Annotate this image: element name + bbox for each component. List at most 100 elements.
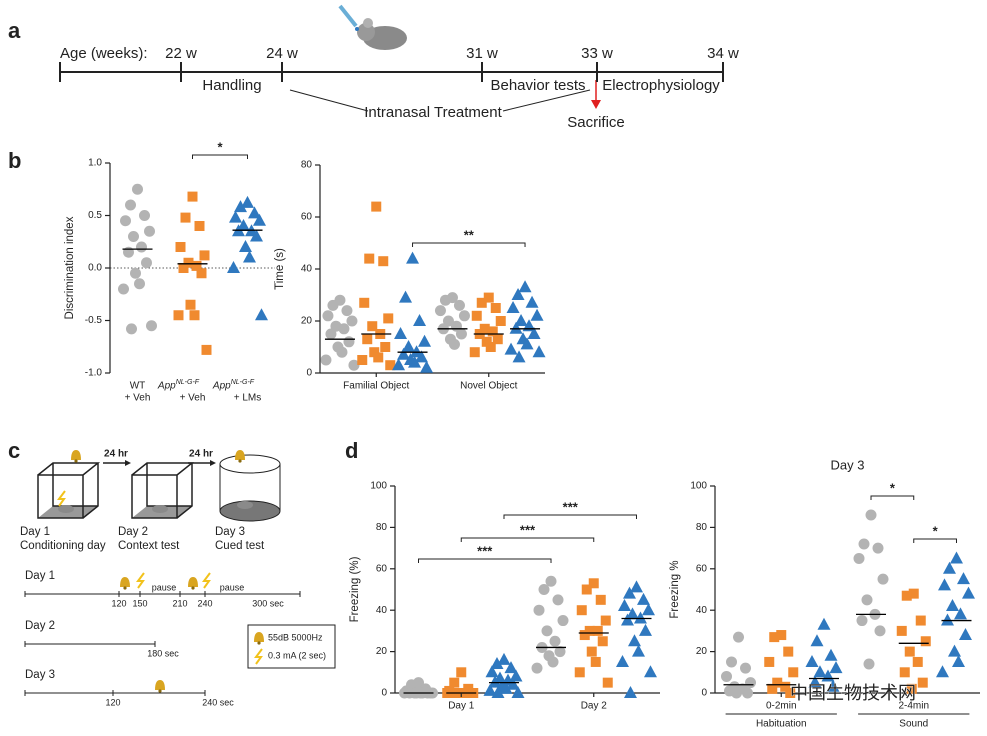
panel-label: d bbox=[345, 438, 358, 463]
bell-icon bbox=[188, 577, 198, 590]
point bbox=[341, 305, 353, 317]
bell-clapper bbox=[74, 459, 78, 463]
point bbox=[861, 594, 873, 606]
point bbox=[458, 310, 470, 322]
point bbox=[141, 257, 152, 269]
point bbox=[196, 268, 207, 279]
y-tick-label: 40 bbox=[376, 605, 388, 616]
y-axis-label: Discrimination index bbox=[64, 216, 76, 319]
point bbox=[248, 206, 261, 219]
x-tick-label: 2-4min bbox=[898, 701, 929, 712]
point bbox=[829, 661, 843, 674]
bell bbox=[155, 680, 165, 690]
bell-icon bbox=[254, 632, 264, 645]
point bbox=[476, 297, 487, 308]
point bbox=[590, 656, 601, 667]
point bbox=[199, 250, 210, 261]
point bbox=[327, 299, 339, 311]
point bbox=[130, 267, 141, 279]
schedule-tick-label: 240 sec bbox=[202, 697, 234, 707]
point bbox=[420, 360, 434, 373]
point bbox=[600, 615, 611, 626]
x-tick-label: + Veh bbox=[180, 393, 206, 404]
mouse bbox=[237, 501, 253, 509]
bell-icon bbox=[71, 450, 81, 463]
y-tick-label: 60 bbox=[301, 212, 313, 223]
point bbox=[189, 310, 200, 321]
point bbox=[951, 654, 965, 667]
point bbox=[348, 359, 360, 371]
point bbox=[627, 634, 641, 647]
point bbox=[824, 648, 838, 661]
interval-label: 24 hr bbox=[104, 449, 128, 460]
point bbox=[942, 561, 956, 574]
point bbox=[243, 250, 256, 263]
point bbox=[636, 592, 650, 605]
point bbox=[132, 183, 143, 195]
y-tick-label: 100 bbox=[370, 481, 387, 492]
point bbox=[255, 308, 268, 321]
y-tick-label: 80 bbox=[696, 522, 708, 533]
point bbox=[183, 257, 194, 268]
legend-label: 0.3 mA (2 sec) bbox=[268, 650, 326, 660]
bell-clapper bbox=[257, 641, 261, 645]
point bbox=[863, 658, 875, 670]
point bbox=[343, 336, 355, 348]
point bbox=[483, 292, 494, 303]
step-day: Day 3 bbox=[215, 526, 245, 538]
arrowhead bbox=[125, 460, 131, 466]
y-tick-label: 60 bbox=[376, 563, 388, 574]
significance-bracket bbox=[418, 558, 552, 563]
y-axis-label: Time (s) bbox=[274, 248, 286, 290]
point bbox=[641, 603, 655, 616]
y-axis-label: Freezing (%) bbox=[349, 556, 361, 622]
bell bbox=[188, 577, 198, 587]
y-tick-label: 0 bbox=[701, 688, 707, 699]
point bbox=[615, 654, 629, 667]
treatment-line bbox=[289, 89, 369, 112]
wall bbox=[219, 464, 281, 511]
bell-icon bbox=[120, 577, 130, 590]
point bbox=[783, 646, 794, 657]
point bbox=[945, 599, 959, 612]
point bbox=[532, 345, 546, 358]
shock-icon bbox=[202, 572, 211, 589]
point bbox=[896, 625, 907, 636]
point bbox=[185, 299, 196, 310]
week-label: 34 w bbox=[707, 45, 739, 62]
point bbox=[471, 310, 482, 321]
point bbox=[487, 326, 498, 337]
point bbox=[541, 625, 553, 637]
edges bbox=[37, 462, 101, 519]
week-label: 31 w bbox=[466, 45, 498, 62]
significance-label: *** bbox=[520, 522, 536, 537]
point bbox=[241, 195, 254, 208]
point bbox=[726, 656, 738, 668]
point bbox=[479, 323, 490, 334]
section-label: Habituation bbox=[756, 719, 807, 730]
point bbox=[453, 299, 465, 311]
treatment-label: Intranasal Treatment bbox=[364, 104, 502, 121]
point bbox=[139, 210, 150, 221]
point bbox=[504, 661, 518, 674]
point bbox=[742, 687, 754, 699]
y-tick-label: 40 bbox=[301, 264, 313, 275]
shock-icon bbox=[136, 572, 145, 589]
mouse bbox=[152, 505, 168, 513]
y-tick-label: 20 bbox=[696, 646, 708, 657]
point bbox=[439, 294, 451, 306]
point bbox=[371, 201, 382, 212]
point bbox=[937, 578, 951, 591]
arrowhead bbox=[210, 460, 216, 466]
y-tick-label: 20 bbox=[301, 316, 313, 327]
point bbox=[392, 358, 406, 371]
point bbox=[518, 280, 532, 293]
point bbox=[125, 199, 136, 211]
phase-label: Handling bbox=[202, 77, 261, 94]
point bbox=[320, 354, 332, 366]
step-day: Day 1 bbox=[20, 526, 50, 538]
point bbox=[554, 646, 566, 658]
point bbox=[780, 681, 791, 692]
point bbox=[533, 604, 545, 616]
bell-clapper bbox=[238, 459, 242, 463]
